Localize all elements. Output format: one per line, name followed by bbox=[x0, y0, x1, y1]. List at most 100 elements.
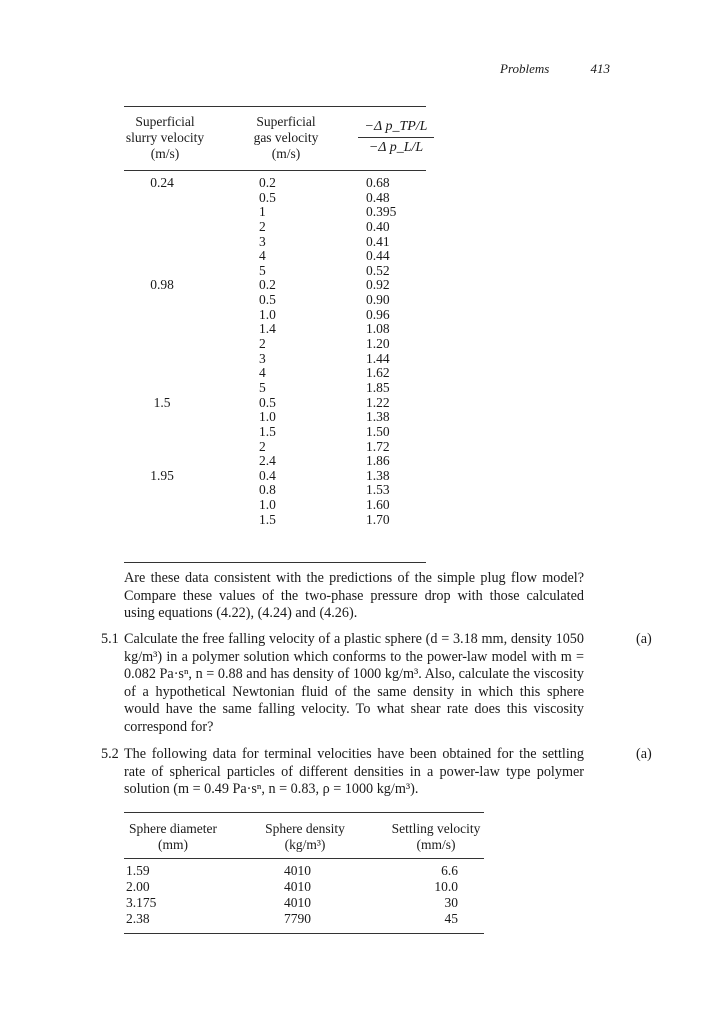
cell-gas-velocity: 1 bbox=[259, 204, 266, 220]
cell-pressure-drop-ratio: 0.68 bbox=[366, 175, 390, 190]
cell-pressure-drop-ratio: 0.44 bbox=[366, 248, 390, 264]
cell-gas-velocity: 1.4 bbox=[259, 321, 276, 337]
header-line: Settling velocity bbox=[391, 821, 481, 836]
header-slurry-velocity: Superficial slurry velocity (m/s) bbox=[110, 114, 220, 162]
cell-pressure-drop-ratio: 0.48 bbox=[366, 189, 390, 205]
cell-pressure-drop-ratio: 1.38 bbox=[366, 467, 390, 483]
ratio-denominator: −Δ p_L/L bbox=[368, 140, 424, 155]
problem-tag: (a) bbox=[636, 631, 652, 647]
cell-pressure-drop-ratio: 1.08 bbox=[366, 321, 390, 337]
cell-pressure-drop-ratio: 0.41 bbox=[366, 233, 390, 249]
cell-settling-velocity: 6.6 bbox=[441, 863, 458, 878]
fraction-bar bbox=[358, 137, 434, 138]
question-paragraph: Are these data consistent with the predi… bbox=[124, 570, 584, 622]
header-line: Superficial bbox=[256, 114, 316, 129]
table-header-rule bbox=[124, 858, 484, 859]
problem-number: 5.2 bbox=[101, 746, 119, 762]
cell-gas-velocity: 0.4 bbox=[259, 467, 276, 483]
problem-text: Calculate the free falling velocity of a… bbox=[124, 631, 584, 735]
cell-slurry-velocity: 1.95 bbox=[150, 467, 174, 483]
problem-text: The following data for terminal velociti… bbox=[124, 746, 584, 798]
cell-pressure-drop-ratio: 1.50 bbox=[366, 423, 390, 439]
cell-gas-velocity: 1.0 bbox=[259, 409, 276, 425]
cell-settling-velocity: 10.0 bbox=[434, 879, 458, 894]
ratio-numerator: −Δ p_TP/L bbox=[364, 119, 428, 134]
cell-pressure-drop-ratio: 1.53 bbox=[366, 482, 390, 498]
table-bottom-rule bbox=[124, 933, 484, 934]
cell-gas-velocity: 2.4 bbox=[259, 453, 276, 469]
cell-slurry-velocity: 1.5 bbox=[153, 394, 171, 410]
header-line: Superficial bbox=[135, 114, 195, 129]
cell-pressure-drop-ratio: 1.22 bbox=[366, 394, 390, 410]
cell-gas-velocity: 5 bbox=[259, 379, 266, 395]
cell-slurry-velocity: 0.24 bbox=[150, 175, 174, 190]
running-head: Problems 413 bbox=[500, 61, 610, 77]
header-gas-velocity: Superficial gas velocity (m/s) bbox=[236, 114, 336, 162]
table-top-rule bbox=[124, 106, 426, 107]
cell-gas-velocity: 1.0 bbox=[259, 497, 276, 513]
cell-sphere-density: 4010 bbox=[284, 863, 311, 878]
header-line: Sphere density bbox=[265, 821, 345, 836]
header-line: (mm/s) bbox=[416, 837, 456, 852]
header-line: (mm) bbox=[158, 837, 188, 852]
cell-gas-velocity: 4 bbox=[259, 365, 266, 381]
table-bottom-rule bbox=[124, 562, 426, 563]
cell-pressure-drop-ratio: 0.96 bbox=[366, 306, 390, 322]
cell-pressure-drop-ratio: 1.20 bbox=[366, 336, 390, 352]
page-number: 413 bbox=[590, 61, 611, 76]
cell-gas-velocity: 0.8 bbox=[259, 482, 276, 498]
cell-settling-velocity: 45 bbox=[444, 911, 459, 926]
header-line: Sphere diameter bbox=[128, 821, 218, 836]
cell-gas-velocity: 2 bbox=[259, 438, 266, 454]
header-line: slurry velocity bbox=[125, 130, 205, 145]
header-line: (m/s) bbox=[271, 146, 301, 161]
cell-pressure-drop-ratio: 1.62 bbox=[366, 365, 390, 381]
header-line: gas velocity bbox=[253, 130, 319, 145]
cell-gas-velocity: 0.5 bbox=[259, 189, 276, 205]
cell-pressure-drop-ratio: 0.40 bbox=[366, 218, 390, 234]
running-head-section: Problems bbox=[500, 61, 550, 76]
cell-slurry-velocity: 0.98 bbox=[150, 277, 174, 293]
cell-gas-velocity: 0.2 bbox=[259, 175, 276, 190]
header-sphere-density: Sphere density (kg/m³) bbox=[250, 821, 360, 853]
cell-sphere-diameter: 2.00 bbox=[126, 879, 150, 894]
cell-gas-velocity: 1.0 bbox=[259, 306, 276, 322]
cell-sphere-density: 4010 bbox=[284, 879, 311, 894]
cell-settling-velocity: 30 bbox=[444, 895, 459, 910]
cell-gas-velocity: 0.2 bbox=[259, 277, 276, 293]
cell-sphere-diameter: 2.38 bbox=[126, 911, 150, 926]
header-line: (kg/m³) bbox=[284, 837, 326, 852]
cell-pressure-drop-ratio: 1.85 bbox=[366, 379, 390, 395]
cell-pressure-drop-ratio: 0.90 bbox=[366, 292, 390, 308]
table-header-rule bbox=[124, 170, 426, 171]
cell-pressure-drop-ratio: 1.72 bbox=[366, 438, 390, 454]
cell-sphere-density: 7790 bbox=[284, 911, 311, 926]
cell-gas-velocity: 2 bbox=[259, 336, 266, 352]
cell-sphere-density: 4010 bbox=[284, 895, 311, 910]
cell-pressure-drop-ratio: 1.86 bbox=[366, 453, 390, 469]
cell-gas-velocity: 3 bbox=[259, 350, 266, 366]
cell-gas-velocity: 2 bbox=[259, 218, 266, 234]
header-pressure-drop-ratio: −Δ p_TP/L −Δ p_L/L bbox=[358, 118, 434, 157]
cell-sphere-diameter: 1.59 bbox=[126, 863, 150, 878]
cell-gas-velocity: 0.5 bbox=[259, 292, 276, 308]
header-settling-velocity: Settling velocity (mm/s) bbox=[376, 821, 496, 853]
header-line: (m/s) bbox=[150, 146, 180, 161]
cell-pressure-drop-ratio: 1.44 bbox=[366, 350, 390, 366]
problem-number: 5.1 bbox=[101, 631, 119, 647]
table-top-rule bbox=[124, 812, 484, 813]
cell-pressure-drop-ratio: 0.52 bbox=[366, 262, 390, 278]
cell-gas-velocity: 4 bbox=[259, 248, 266, 264]
cell-pressure-drop-ratio: 0.92 bbox=[366, 277, 390, 293]
cell-pressure-drop-ratio: 1.70 bbox=[366, 511, 390, 527]
cell-sphere-diameter: 3.175 bbox=[126, 895, 157, 910]
problem-tag: (a) bbox=[636, 746, 652, 762]
cell-gas-velocity: 1.5 bbox=[259, 423, 276, 439]
cell-gas-velocity: 0.5 bbox=[259, 394, 276, 410]
cell-pressure-drop-ratio: 1.38 bbox=[366, 409, 390, 425]
cell-pressure-drop-ratio: 1.60 bbox=[366, 497, 390, 513]
cell-pressure-drop-ratio: 0.395 bbox=[366, 204, 397, 220]
header-sphere-diameter: Sphere diameter (mm) bbox=[118, 821, 228, 853]
cell-gas-velocity: 3 bbox=[259, 233, 266, 249]
cell-gas-velocity: 5 bbox=[259, 262, 266, 278]
